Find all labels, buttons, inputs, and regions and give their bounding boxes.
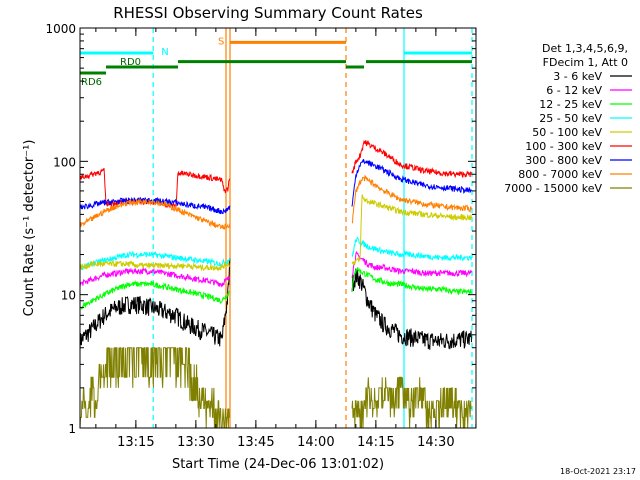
legend-label: 3 - 6 keV: [553, 70, 602, 83]
series-line: [351, 267, 472, 296]
series-line: [351, 250, 472, 278]
series-line: [351, 268, 472, 350]
series-line: [351, 236, 472, 262]
legend-label: 6 - 12 keV: [546, 84, 602, 97]
series-line: [79, 279, 230, 310]
y-tick-label: 1000: [45, 22, 76, 36]
state-label: N: [161, 47, 168, 58]
series-line: [79, 258, 231, 352]
y-tick-label: 10: [61, 289, 76, 303]
legend-label: 100 - 300 keV: [525, 140, 602, 153]
x-tick-label: 14:00: [297, 435, 334, 450]
plot-frame: [79, 27, 477, 429]
state-label: S: [218, 36, 224, 47]
x-axis: 13:15 13:30 13:45 14:00 14:15 14:30: [95, 28, 477, 450]
series-line: [351, 159, 472, 207]
x-tick-label: 14:15: [357, 435, 394, 450]
series-line: [351, 139, 472, 179]
series-line: [79, 347, 230, 429]
legend-label: 7000 - 15000 keV: [504, 182, 602, 195]
x-axis-label: Start Time (24-Dec-06 13:01:02): [172, 457, 384, 472]
state-label: RD0: [120, 57, 141, 68]
legend-label: 300 - 800 keV: [525, 154, 602, 167]
legend-label: 12 - 25 keV: [539, 98, 602, 111]
legend-header-line-2: FDecim 1, Att 0: [543, 56, 628, 69]
legend-label: 50 - 100 keV: [532, 126, 602, 139]
series-line: [351, 194, 472, 266]
y-axis-label: Count Rate (s⁻¹ detector⁻¹): [22, 140, 37, 317]
series-line: [79, 250, 231, 271]
legend-label: 25 - 50 keV: [539, 112, 602, 125]
series-line: [79, 198, 231, 230]
y-axis: 1 10 100 1000: [45, 22, 476, 436]
y-tick-label: 1: [68, 422, 76, 436]
x-tick-label: 13:45: [237, 435, 274, 450]
state-label: RD6: [81, 77, 102, 88]
x-tick-label: 13:30: [177, 435, 214, 450]
y-tick-label: 100: [53, 155, 76, 169]
series-line: [79, 259, 231, 272]
plot-area: N RD0 RD6 S: [79, 28, 473, 429]
series-line: [351, 376, 472, 429]
legend: Det 1,3,4,5,6,9, FDecim 1, Att 0 3 - 6 k…: [504, 42, 632, 195]
series-line: [79, 266, 231, 288]
series-line: [351, 174, 472, 224]
legend-header-line-1: Det 1,3,4,5,6,9,: [542, 42, 628, 55]
x-tick-label: 14:30: [417, 435, 454, 450]
x-tick-label: 13:15: [117, 435, 154, 450]
legend-label: 800 - 7000 keV: [518, 168, 602, 181]
chart-title: RHESSI Observing Summary Count Rates: [113, 4, 423, 22]
timestamp: 18-Oct-2021 23:17: [560, 467, 636, 476]
